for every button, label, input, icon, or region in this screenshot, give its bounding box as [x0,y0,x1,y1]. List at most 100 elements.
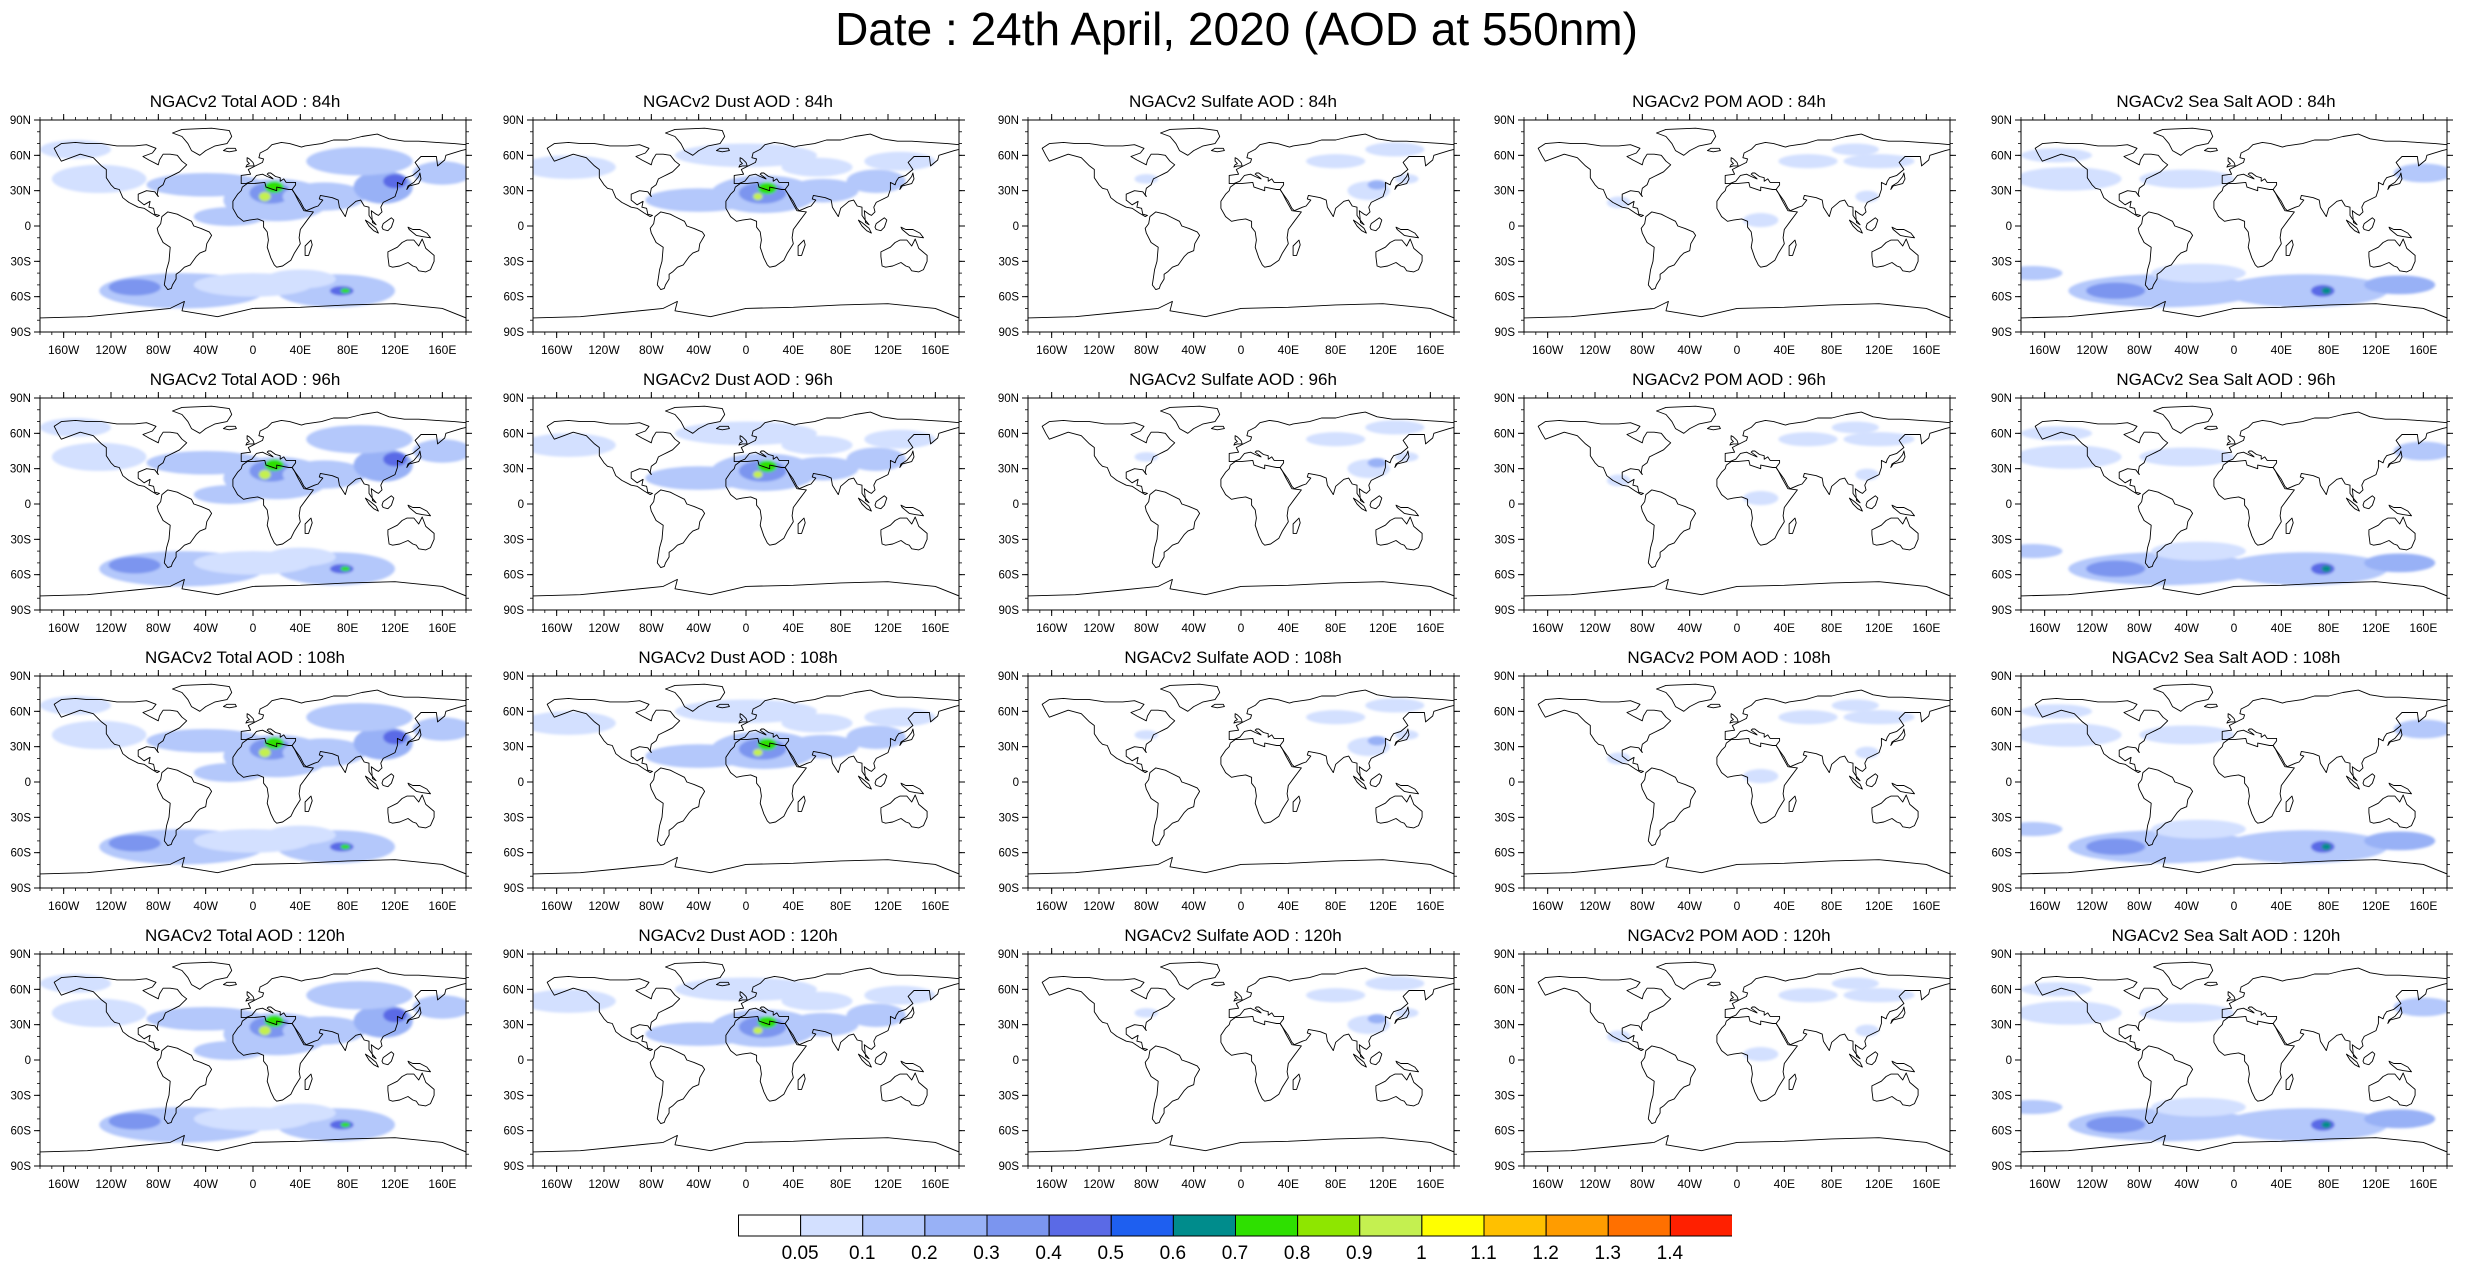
coastline [1537,975,1672,1052]
lon-label: 160W [2029,621,2061,635]
coastline [1369,495,1383,510]
coastline [2368,516,2416,551]
coastline [245,991,255,1002]
coastline [2387,728,2403,746]
coastline [2153,683,2214,712]
lat-label: 60N [1991,706,2012,718]
lon-label: 80W [1630,343,1655,357]
panel-title: NGACv2 POM AOD : 96h [1632,370,1826,389]
coastline [1210,703,1225,709]
lat-label: 90N [1494,393,1515,405]
lat-label: 30N [1991,1020,2012,1032]
lon-label: 40E [1278,1177,1299,1191]
aod-region [108,1113,161,1130]
coastline [899,1006,915,1024]
aod-region [2393,441,2447,461]
map-panel-pom-2: NGACv2 POM AOD : 96h 90N 60N 30N 0 30S 60S 90S 1… [1484,370,1974,650]
coastline [899,450,915,468]
coastline [2387,1006,2403,1024]
lat-label: 90N [1494,115,1515,127]
lon-label: 160E [921,1177,949,1191]
coastline [222,147,237,153]
coastline [2362,1051,2376,1066]
coastline [1724,967,1950,1060]
coastline [2021,300,2447,332]
coastline [1871,794,1919,829]
aod-region [787,456,859,481]
coastline [1788,517,1797,534]
lon-label: 120W [2076,899,2108,913]
lon-label: 120W [95,1177,127,1191]
coastline [725,181,807,268]
lat-label: 90N [10,671,31,683]
lat-label: 60N [1494,984,1515,996]
coastline [1233,713,1243,724]
lon-label: 80W [146,621,171,635]
lon-label: 40E [1774,899,1795,913]
aod-region [51,164,147,194]
aod-region [412,161,466,185]
coastline [1724,689,1950,782]
coastline [1716,737,1798,824]
lat-label: 90S [1495,883,1516,895]
aod-region [1367,736,1387,746]
aod-region [864,151,936,171]
lat-label: 60S [1495,848,1516,860]
lon-label: 120W [1083,899,1115,913]
lat-label: 60N [1991,150,2012,162]
panel-title: NGACv2 Sea Salt AOD : 84h [2116,92,2336,111]
lat-label: 90S [1992,883,2013,895]
lon-label: 160E [2409,1177,2437,1191]
coastline [1352,497,1367,512]
lon-label: 80W [1134,1177,1159,1191]
aod-region [1831,143,1879,156]
coastline [1524,300,1950,332]
lat-label: 0 [25,499,31,511]
aod-region [264,1015,284,1028]
lat-label: 0 [1013,1055,1019,1067]
world-map: 90N 60N 30N 0 30S 60S 90S 160W 120W 80W 40W 0 40E 80E… [1494,114,1956,357]
coastline [1394,728,1410,746]
coastline [381,495,395,510]
lat-label: 60S [999,292,1020,304]
lat-label: 90S [999,1161,1020,1173]
coastline [1210,425,1225,431]
lon-label: 80W [146,343,171,357]
lat-label: 60S [11,292,32,304]
lat-label: 30N [1494,742,1515,754]
coastline [857,775,872,790]
lon-label: 40E [2271,899,2292,913]
lon-label: 80W [1134,899,1159,913]
coastline [533,856,959,888]
coastline [156,767,213,847]
coastline [1160,961,1221,990]
lat-label: 30S [1495,812,1516,824]
coastline [1656,961,1717,990]
aod-region [40,140,111,159]
panel-title: NGACv2 Sulfate AOD : 84h [1129,92,1337,111]
coastline [665,961,726,990]
aod-region [781,157,853,177]
world-map: 90N 60N 30N 0 30S 60S 90S 160W 120W 80W 40W 0 40E 80E… [1991,114,2453,357]
panel-title: NGACv2 Total AOD : 120h [144,926,345,945]
lat-label: 90S [11,883,32,895]
lon-label: 40E [290,1177,311,1191]
lon-label: 80E [2318,1177,2339,1191]
aod-region [846,447,906,472]
coastline [1228,411,1454,504]
coastline [533,578,959,610]
colorbar-box [1545,1214,1609,1237]
aod-region [675,977,817,1002]
lat-label: 90N [1991,115,2012,127]
coastline [715,981,730,987]
coastline [172,683,233,712]
lat-label: 90N [998,393,1019,405]
lat-label: 90N [998,671,1019,683]
coastline [406,172,422,190]
world-map: 90N 60N 30N 0 30S 60S 90S 160W 120W 80W 40W 0 40E 80E… [1991,392,2453,635]
coastline [406,728,422,746]
coastline [2203,703,2218,709]
aod-region [1831,699,1879,712]
lat-label: 30N [1494,186,1515,198]
coastline [1729,435,1739,446]
